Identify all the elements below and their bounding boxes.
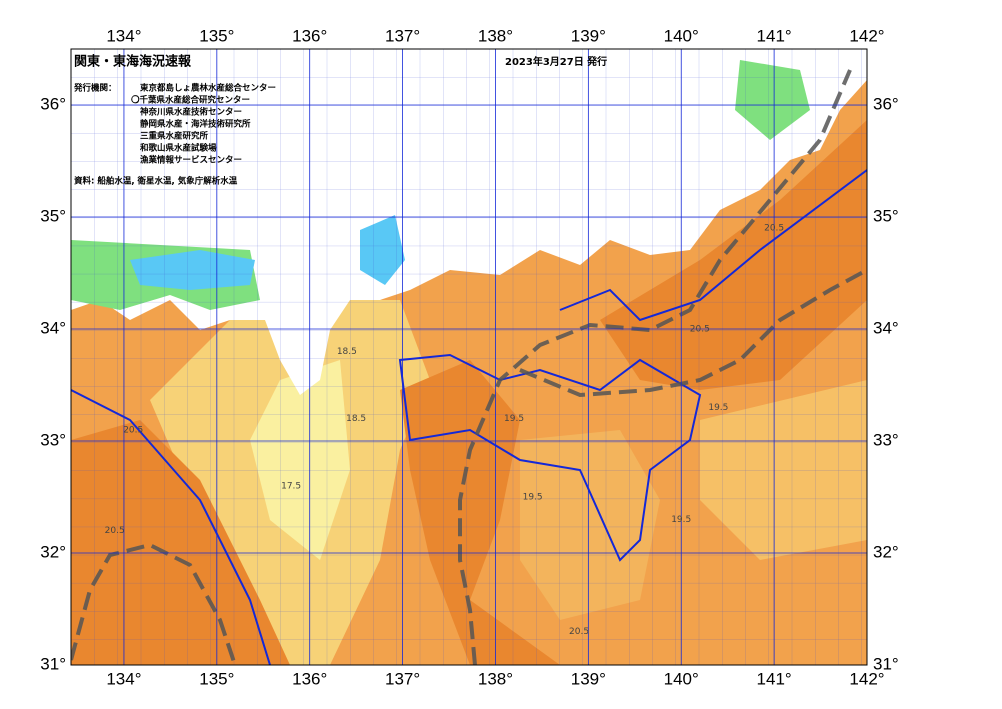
isotherm-label: 20.5 — [105, 526, 125, 536]
y-tick-label: 34° — [40, 318, 66, 337]
issuer: 東京都島しょ農林水産総合センター — [140, 83, 276, 94]
minor-grid — [71, 49, 867, 665]
isotherm-label: 20.5 — [569, 627, 589, 637]
isotherm-line — [71, 389, 271, 665]
x-tick-label: 141° — [757, 26, 792, 45]
x-tick-label: 141° — [757, 669, 792, 688]
y-tick-label: 34° — [873, 318, 899, 337]
x-tick-label: 138° — [478, 26, 513, 45]
x-tick-label: 134° — [106, 26, 141, 45]
y-tick-label: 33° — [873, 430, 899, 449]
x-tick-label: 137° — [385, 26, 420, 45]
y-tick-label: 31° — [40, 654, 66, 673]
map-area — [71, 49, 867, 665]
issuer: 漁業情報サービスセンター — [140, 155, 242, 166]
x-tick-label: 135° — [199, 26, 234, 45]
isotherm-line — [559, 169, 867, 322]
isotherm-label: 18.5 — [346, 414, 366, 424]
isotherm-label: 18.5 — [337, 347, 357, 357]
x-tick-label: 134° — [106, 669, 141, 688]
y-tick-label: 35° — [873, 206, 899, 225]
issue-date: 2023年3月27日 発行 — [505, 55, 607, 68]
issuer: 静岡県水産・海洋技術研究所 — [140, 119, 251, 130]
isotherm-label: 20.5 — [764, 224, 784, 234]
y-tick-label: 36° — [873, 94, 899, 113]
map-frame — [70, 48, 868, 666]
y-tick-label: 36° — [40, 94, 66, 113]
issuer: 三重県水産研究所 — [140, 131, 209, 142]
issuer-label: 発行機関： — [73, 83, 117, 94]
issuer: 神奈川県水産技術センター — [140, 107, 242, 118]
y-tick-label: 35° — [40, 206, 66, 225]
x-tick-label: 137° — [385, 669, 420, 688]
issuer: 和歌山県水産試験場 — [140, 143, 217, 154]
y-tick-label: 32° — [873, 542, 899, 561]
x-tick-label: 142° — [849, 669, 884, 688]
x-tick-label: 140° — [664, 26, 699, 45]
isotherm-label: 19.5 — [504, 414, 524, 424]
x-tick-label: 140° — [664, 669, 699, 688]
kuroshio-axis — [71, 542, 237, 665]
x-tick-label: 136° — [292, 26, 327, 45]
isotherm-label: 20.5 — [690, 325, 710, 335]
isotherm-label: 19.5 — [671, 515, 691, 525]
x-tick-label: 138° — [478, 669, 513, 688]
isotherm-label: 17.5 — [281, 481, 301, 491]
y-tick-label: 31° — [873, 654, 899, 673]
isotherm-line — [398, 353, 702, 562]
map-title: 関東・東海海況速報 — [74, 54, 192, 70]
x-tick-label: 139° — [571, 26, 606, 45]
kuroshio-axis — [458, 69, 852, 665]
isotherm-label: 19.5 — [708, 403, 728, 413]
x-tick-label: 136° — [292, 669, 327, 688]
kuroshio-axis — [519, 268, 867, 398]
y-tick-label: 32° — [40, 542, 66, 561]
isotherm-label: 19.5 — [523, 493, 543, 503]
data-source: 資料: 船舶水温, 衛星水温, 気象庁解析水温 — [73, 176, 238, 187]
x-tick-label: 135° — [199, 669, 234, 688]
x-tick-label: 142° — [849, 26, 884, 45]
x-tick-label: 139° — [571, 669, 606, 688]
y-tick-label: 33° — [40, 430, 66, 449]
isotherm-label: 20.5 — [123, 425, 143, 435]
issuer: 〇千葉県水産総合研究センター — [131, 95, 250, 106]
